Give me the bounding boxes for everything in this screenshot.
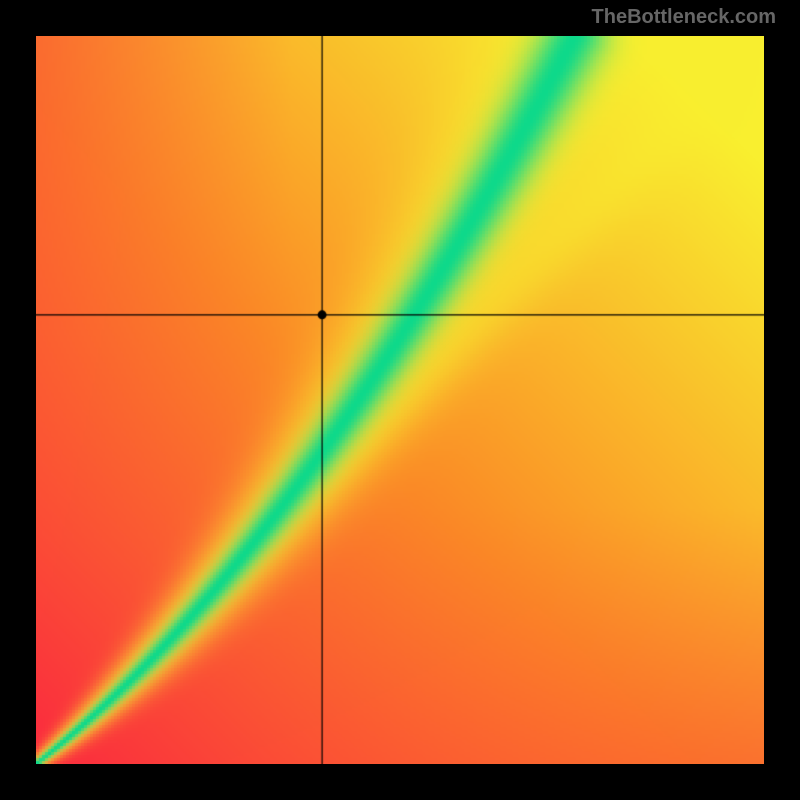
heatmap-plot-area: [36, 36, 764, 764]
chart-container: TheBottleneck.com: [0, 0, 800, 800]
heatmap-canvas: [36, 36, 764, 764]
watermark-text: TheBottleneck.com: [592, 6, 776, 29]
